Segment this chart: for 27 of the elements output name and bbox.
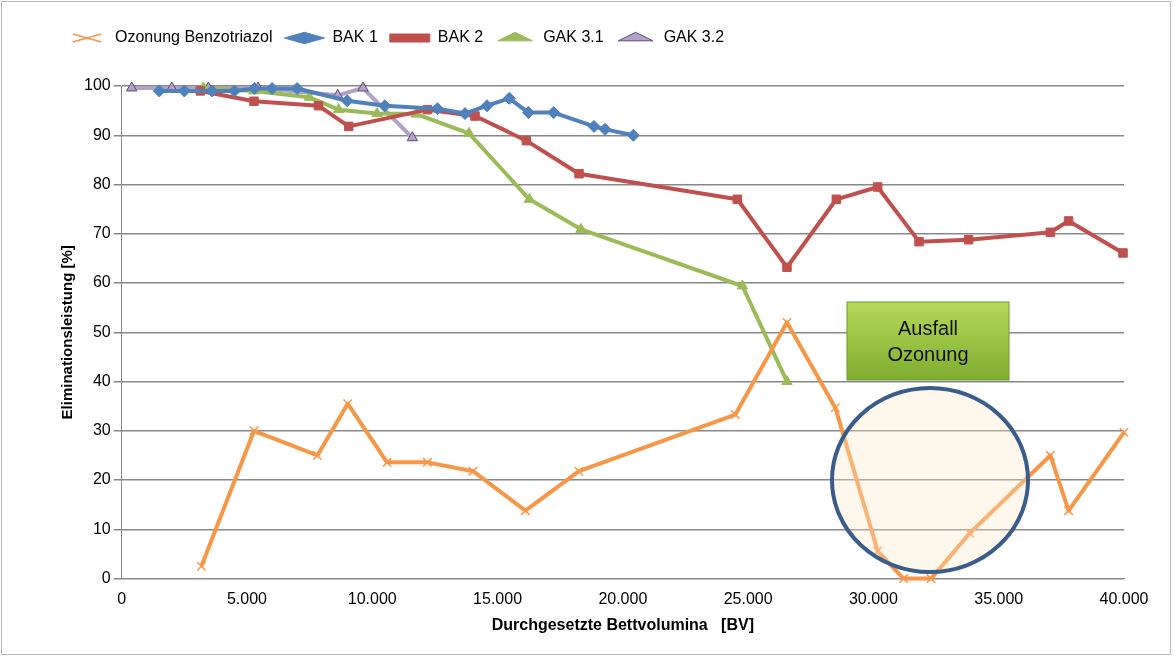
y-tick-label: 40 [92,371,111,389]
x-tick-label: 30.000 [848,589,898,607]
x-tick-label: 5.000 [226,589,268,607]
y-tick-label: 100 [83,76,111,94]
y-tick-label: 80 [92,174,111,192]
legend-label: GAK 3.2 [663,28,725,46]
x-tick-label: 40.000 [1099,589,1149,607]
legend-label: Ozonung Benzotriazol [115,28,273,46]
y-tick-label: 30 [92,421,111,439]
y-tick-label: 10 [92,519,111,537]
x-tick-label: 15.000 [473,589,523,607]
legend-label: BAK 2 [437,28,484,46]
y-tick-label: 50 [92,322,111,340]
x-tick-label: 20.000 [598,589,648,607]
legend-label: BAK 1 [332,28,378,46]
x-axis-title: Durchgesetzte Bettvolumina [BV] [491,615,754,633]
legend-label: GAK 3.1 [543,28,604,46]
x-tick-label: 35.000 [974,589,1024,607]
y-tick-label: 60 [92,273,111,291]
y-tick-label: 90 [92,125,111,143]
y-tick-label: 70 [92,224,111,242]
x-tick-label: 0 [117,589,127,607]
y-axis-title: Eliminationsleistung [%] [58,245,76,420]
x-tick-label: 25.000 [723,589,773,607]
y-tick-label: 0 [101,569,111,587]
x-tick-label: 10.000 [347,589,397,607]
y-tick-label: 20 [92,470,111,488]
